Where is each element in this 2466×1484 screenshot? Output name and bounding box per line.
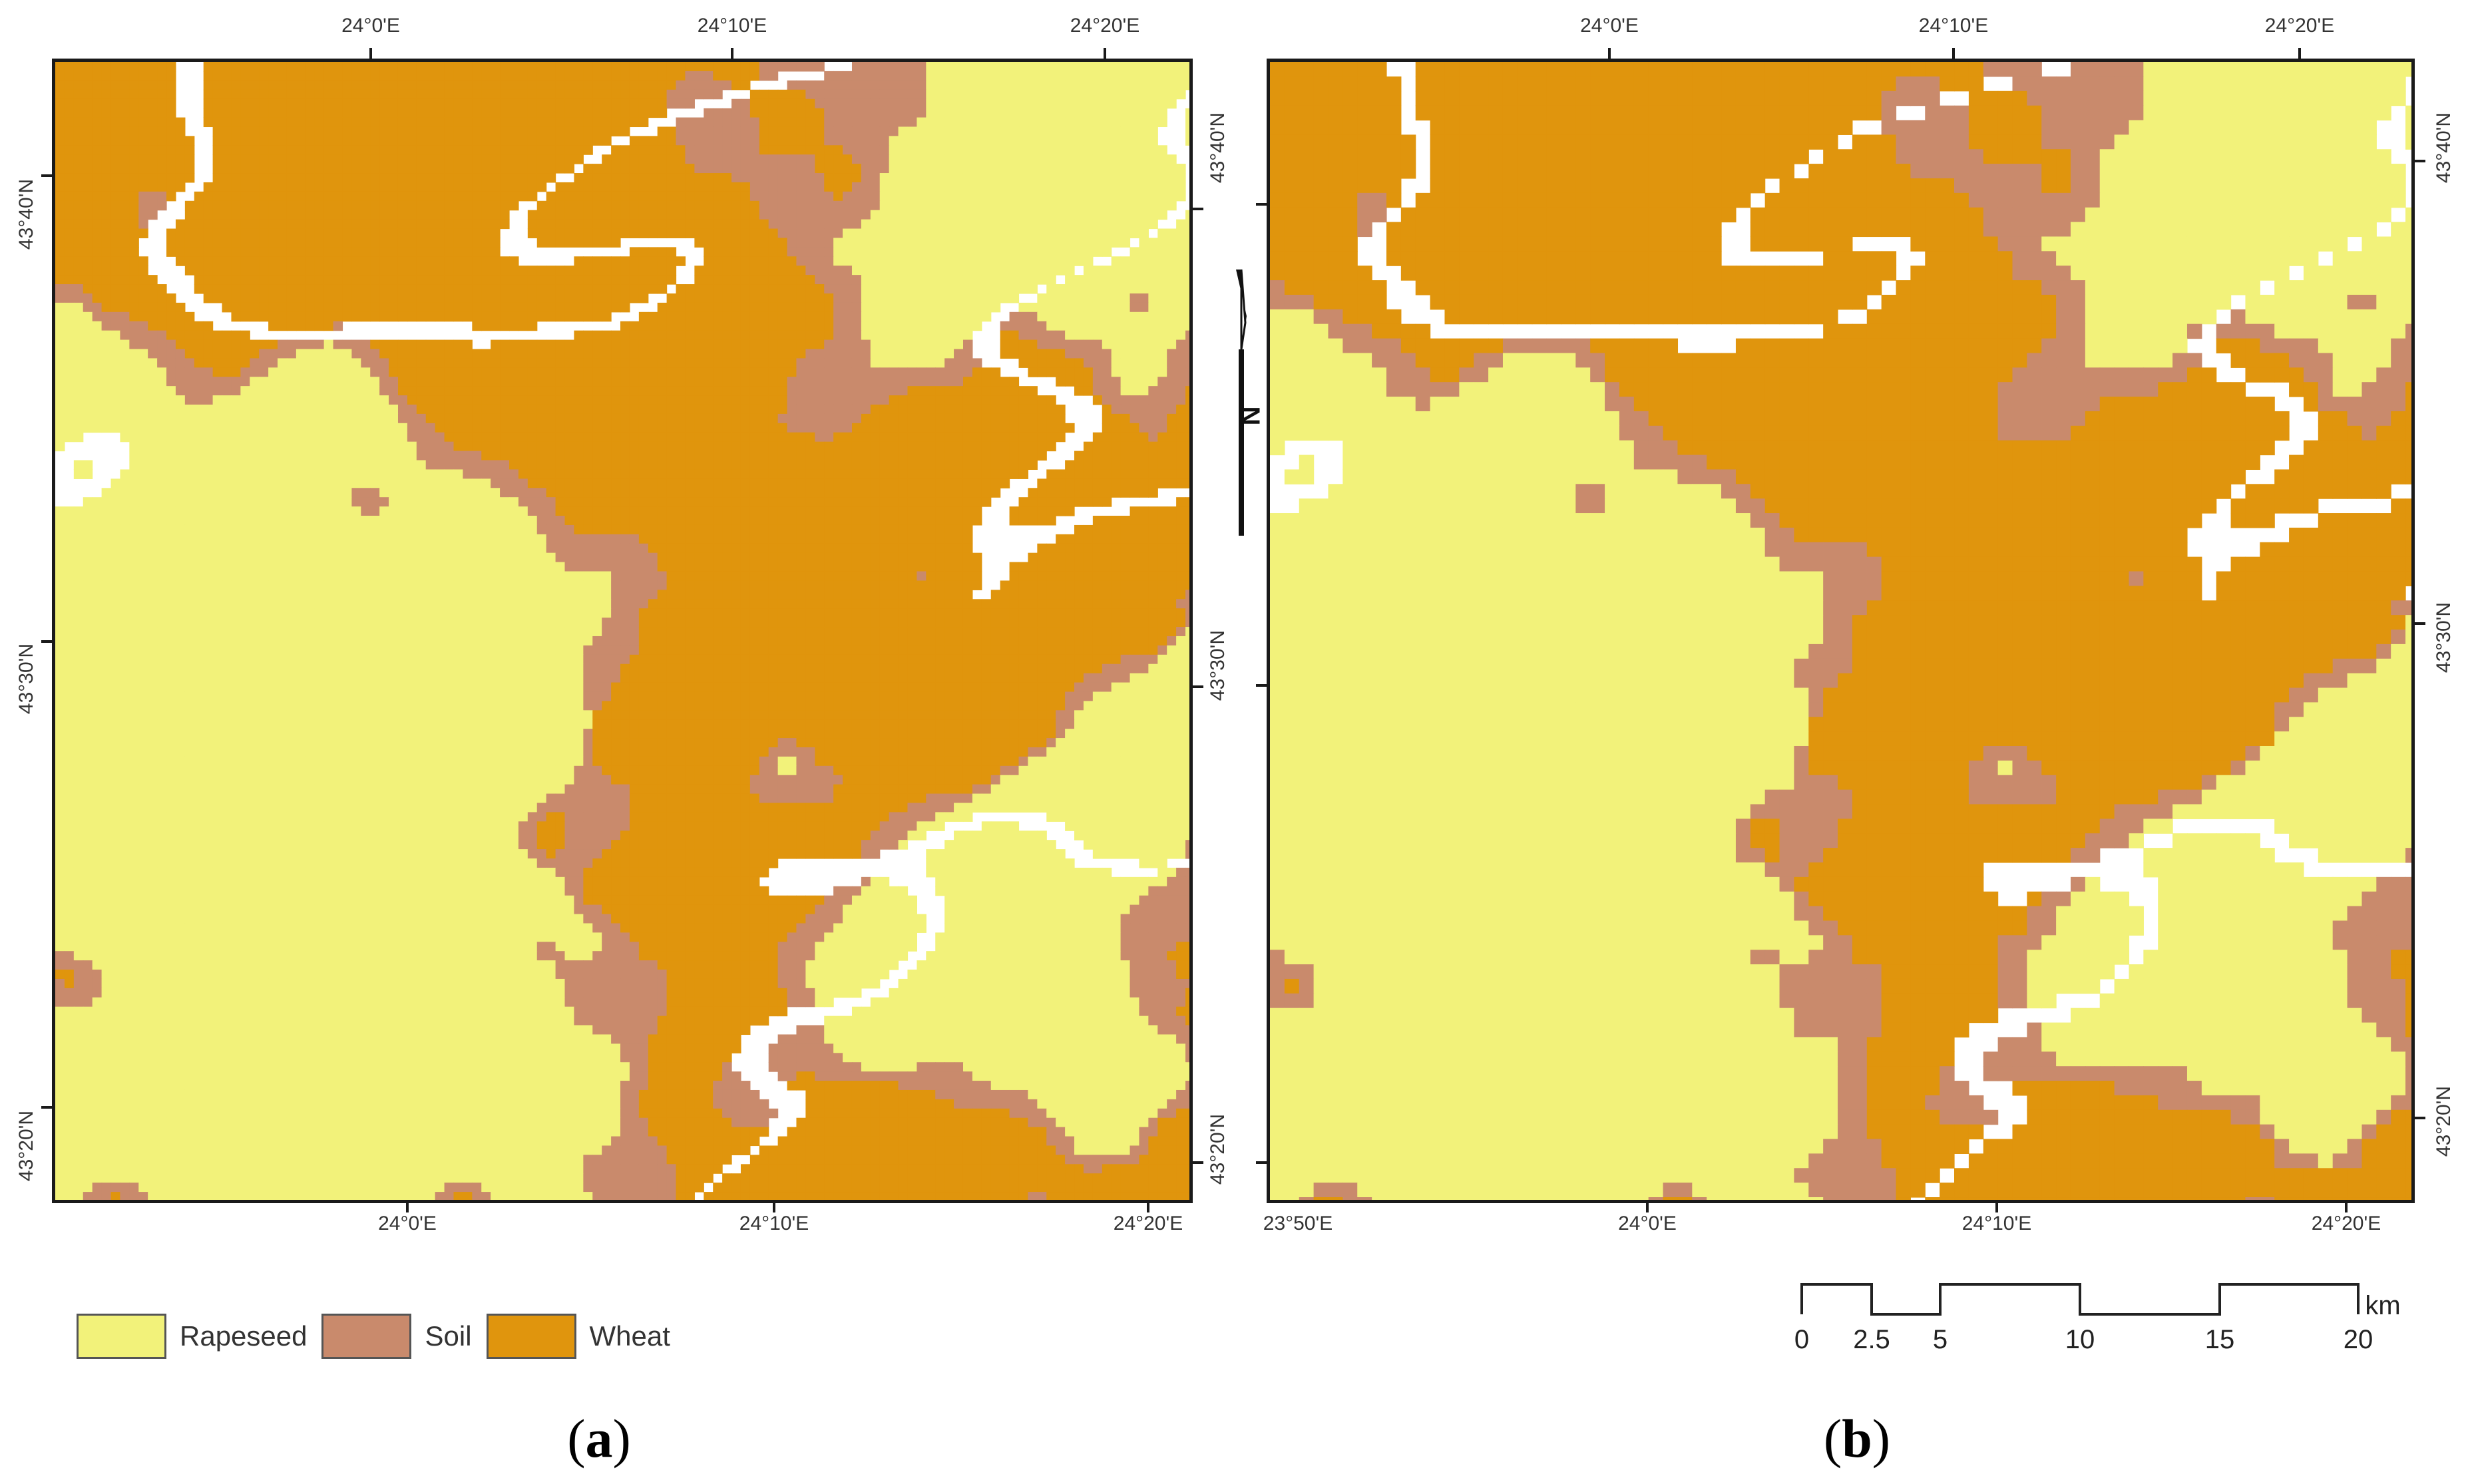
scale-bar-graphic	[1800, 1283, 2360, 1316]
panel-a-bottom-lon-label-2: 24°10'E	[739, 1212, 809, 1235]
panel-b-top-lon-label-2: 24°10'E	[1919, 15, 1988, 37]
legend-label-wheat: Wheat	[590, 1320, 670, 1352]
panel-b-top-lon-label-3: 24°20'E	[2265, 15, 2334, 37]
legend-item-soil: Soil	[321, 1314, 472, 1359]
tick	[41, 640, 52, 643]
panel-a-right-lat-label-3: 43°20'N	[1207, 1114, 1229, 1185]
map-panel-b	[1267, 59, 2415, 1203]
north-arrow-icon: N	[1235, 269, 1261, 536]
legend-label-soil: Soil	[425, 1320, 471, 1352]
panel-b-bottom-lon-label-3: 24°10'E	[1962, 1212, 2031, 1235]
scale-tick-label: 10	[2065, 1325, 2095, 1355]
panel-b-right-lat-label-2: 43°30'N	[2433, 602, 2455, 673]
tick	[1256, 1161, 1267, 1164]
panel-a-left-lat-label-3: 43°20'N	[15, 1111, 38, 1181]
scale-tick-label: 2.5	[1853, 1325, 1890, 1355]
tick	[2298, 48, 2301, 60]
north-arrow-label: N	[1235, 407, 1261, 426]
tick	[1256, 203, 1267, 206]
tick	[41, 174, 52, 177]
panel-b-bottom-lon-label-2: 24°0'E	[1618, 1212, 1677, 1235]
panel-b-right-lat-label-1: 43°40'N	[2433, 112, 2455, 183]
panel-a-bottom-lon-label-3: 24°20'E	[1114, 1212, 1183, 1235]
legend-label-rapeseed: Rapeseed	[180, 1320, 307, 1352]
panel-a-top-lon-label-1: 24°0'E	[341, 15, 400, 37]
panel-b-bottom-lon-label-4: 24°20'E	[2312, 1212, 2381, 1235]
tick	[406, 1202, 409, 1212]
tick	[1193, 1161, 1203, 1164]
panel-a-right-lat-label-1: 43°40'N	[1207, 112, 1229, 183]
legend-swatch-wheat	[486, 1314, 576, 1359]
tick	[2415, 1117, 2425, 1119]
scale-unit: km	[2365, 1291, 2400, 1321]
tick	[1104, 48, 1106, 60]
scale-tick-label: 15	[2205, 1325, 2235, 1355]
legend-swatch-soil	[321, 1314, 412, 1359]
panel-label-a: (a)	[567, 1407, 631, 1470]
panel-a-bottom-lon-label-1: 24°0'E	[378, 1212, 437, 1235]
tick	[1608, 48, 1611, 60]
panel-label-b: (b)	[1824, 1407, 1890, 1470]
panel-a-top-lon-label-2: 24°10'E	[698, 15, 767, 37]
classification-map-b	[1270, 62, 2411, 1200]
tick	[2415, 160, 2425, 162]
tick	[1193, 685, 1203, 688]
panel-a-left-lat-label-2: 43°30'N	[15, 644, 38, 714]
legend-item-rapeseed: Rapeseed	[77, 1314, 307, 1359]
tick	[1256, 684, 1267, 687]
tick	[773, 1202, 775, 1212]
tick	[731, 48, 733, 60]
panel-b-top-lon-label-1: 24°0'E	[1580, 15, 1639, 37]
tick	[369, 48, 372, 60]
tick	[1995, 1202, 1998, 1212]
tick	[1147, 1202, 1149, 1212]
classification-map-a	[55, 62, 1189, 1200]
panel-a-top-lon-label-3: 24°20'E	[1070, 15, 1139, 37]
scale-tick-label: 5	[1933, 1325, 1948, 1355]
legend-item-wheat: Wheat	[486, 1314, 670, 1359]
panel-a-right-lat-label-2: 43°30'N	[1207, 630, 1229, 701]
scale-tick-label: 20	[2344, 1325, 2373, 1355]
scale-tick-label: 0	[1794, 1325, 1809, 1355]
legend: Rapeseed Soil Wheat	[77, 1310, 685, 1363]
tick	[41, 1106, 52, 1109]
tick	[2345, 1202, 2348, 1212]
panel-a-left-lat-label-1: 43°40'N	[15, 179, 38, 250]
tick	[1193, 208, 1203, 210]
tick	[1952, 48, 1955, 60]
tick	[1646, 1202, 1649, 1212]
tick	[2415, 622, 2425, 625]
panel-b-right-lat-label-3: 43°20'N	[2433, 1086, 2455, 1157]
map-panel-a	[52, 59, 1193, 1203]
panel-b-bottom-lon-label-1: 23°50'E	[1263, 1212, 1333, 1235]
legend-swatch-rapeseed	[77, 1314, 166, 1359]
scale-bar: km 0 2.5 5 10 15 20	[1794, 1281, 2401, 1361]
